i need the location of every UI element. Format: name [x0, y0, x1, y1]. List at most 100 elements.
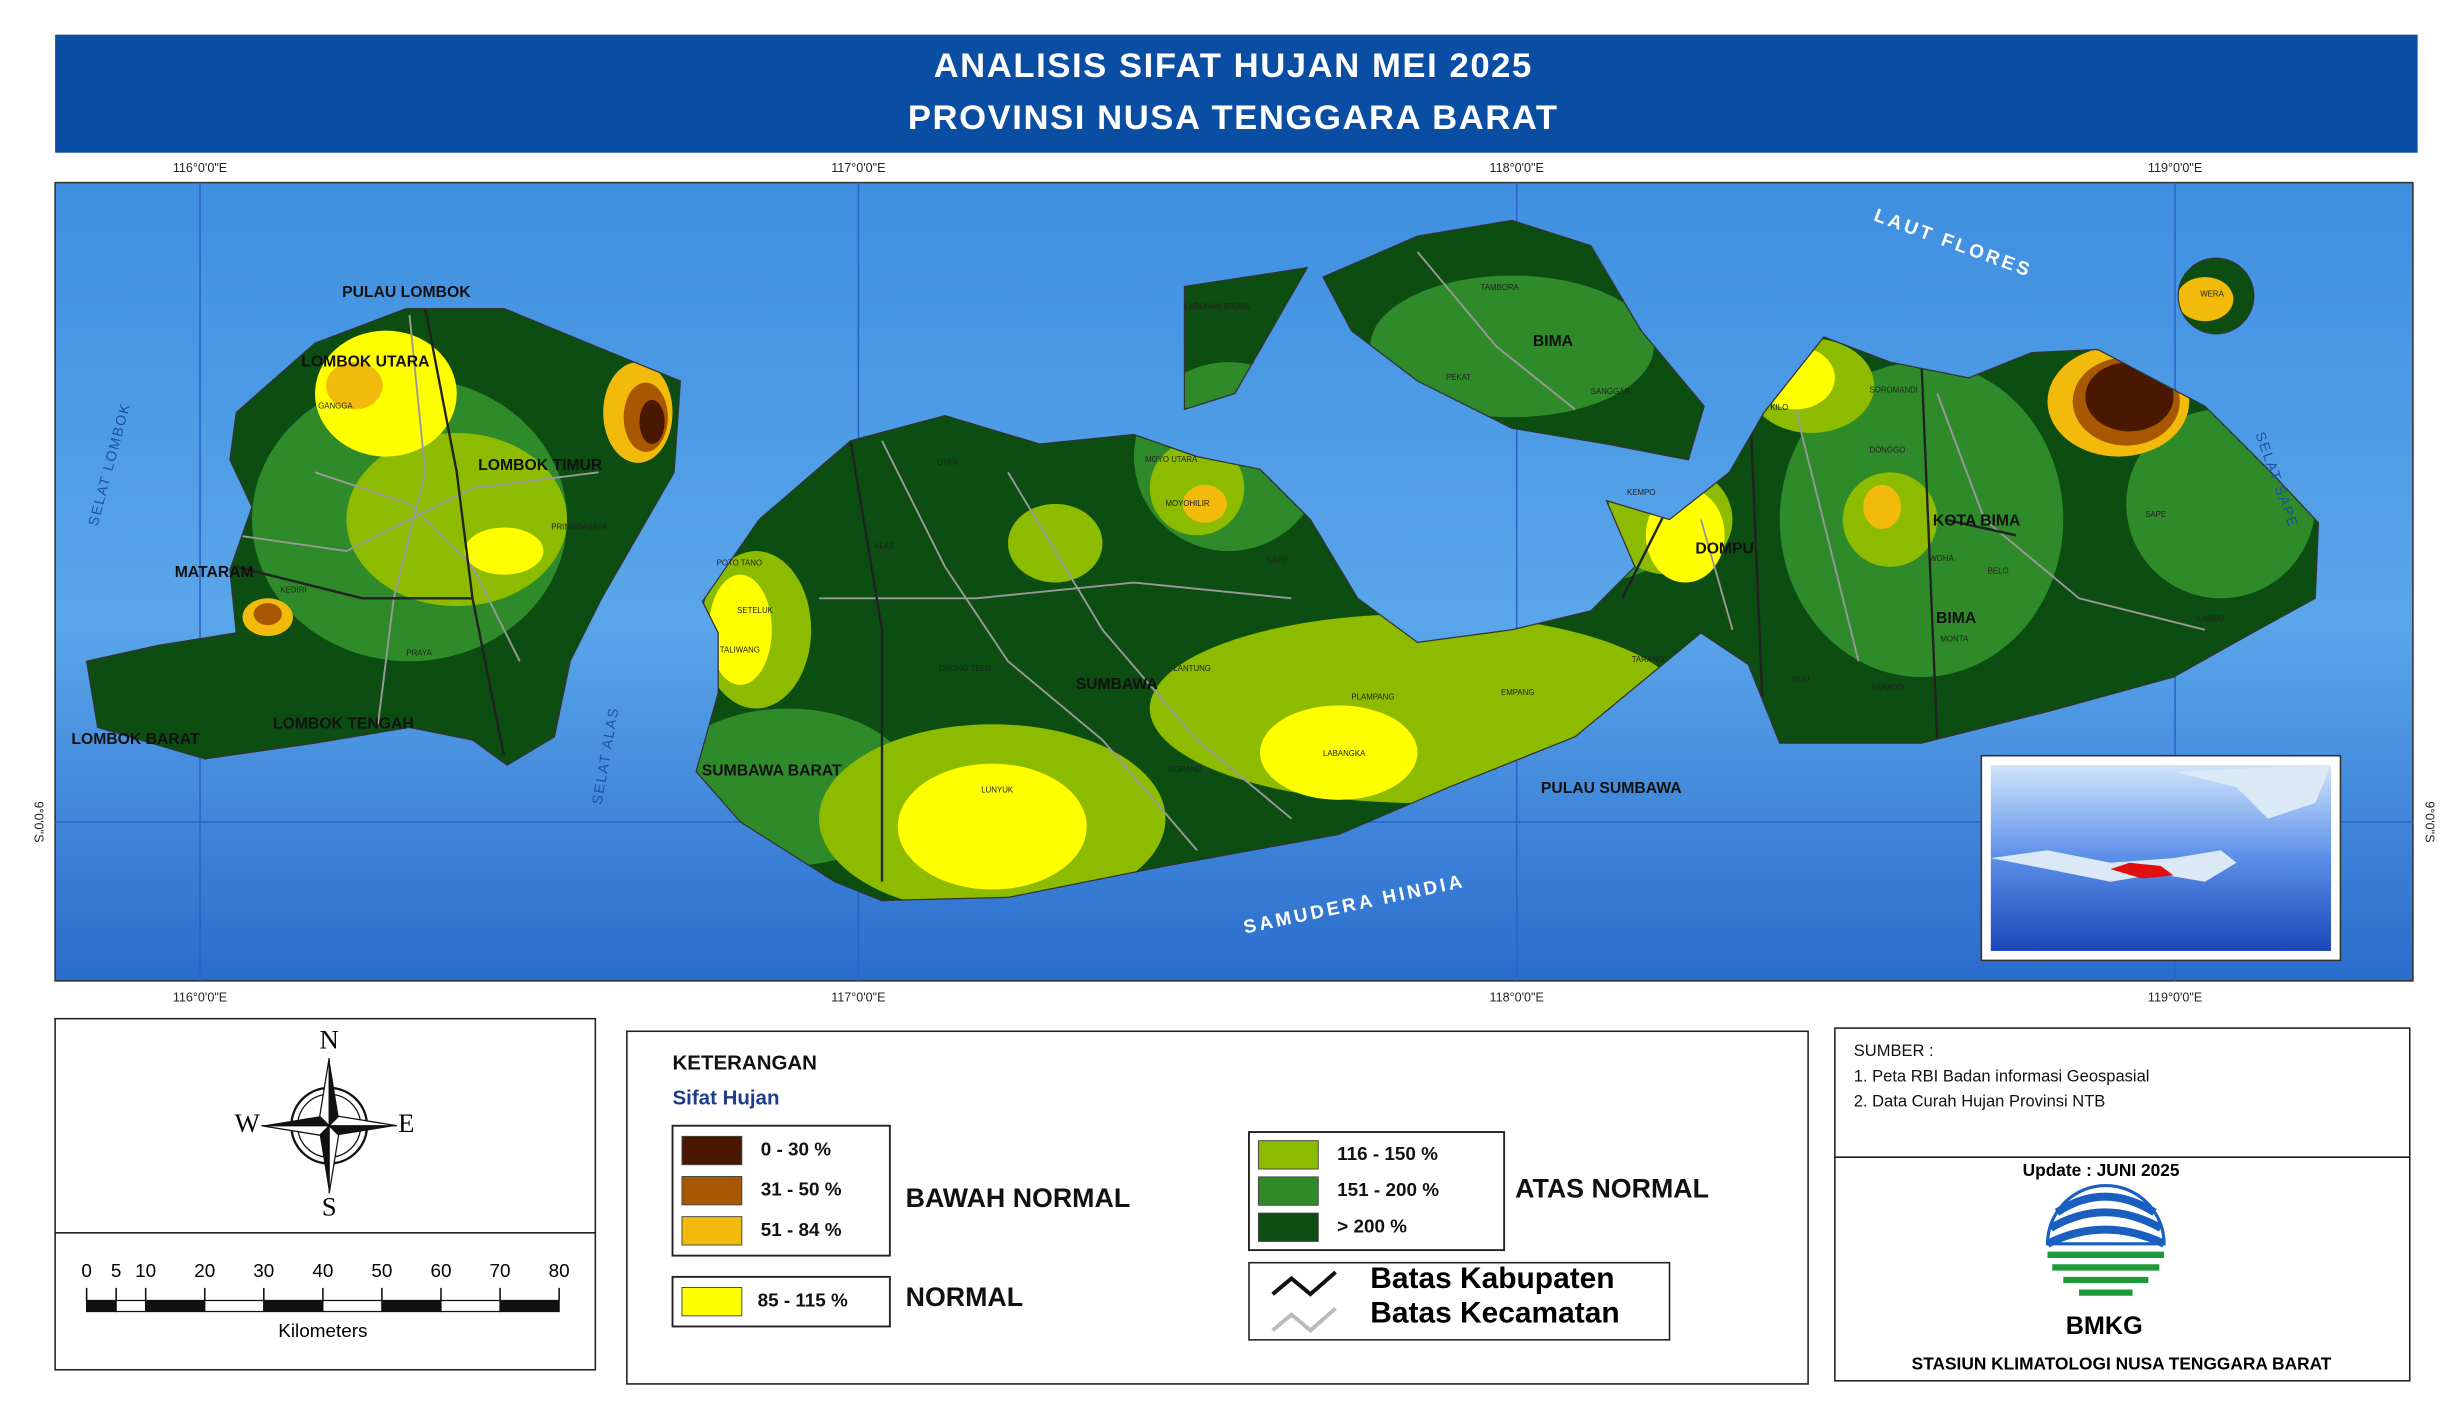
- legend-title: KETERANGAN: [673, 1052, 817, 1075]
- legend-group: NORMAL: [906, 1282, 1023, 1312]
- legend-subtitle: Sifat Hujan: [673, 1086, 780, 1109]
- place-label: LAMBU: [2197, 614, 2224, 623]
- inset-ntb: [2110, 862, 2174, 879]
- scale-label: 50: [371, 1261, 392, 1282]
- legend-label: 51 - 84 %: [761, 1220, 842, 1241]
- region-label: KOTA BIMA: [1933, 512, 2020, 529]
- place-label: DONGGO: [1870, 445, 1906, 454]
- region-label: LOMBOK BARAT: [71, 731, 200, 748]
- kecamatan-boundaries: [236, 251, 2206, 851]
- scale-segment: [322, 1299, 383, 1313]
- place-label: LABANGKA: [1323, 749, 1366, 758]
- legend-label: > 200 %: [1337, 1216, 1407, 1237]
- line-legend-box: [1248, 1261, 1671, 1341]
- scale-segment: [381, 1299, 442, 1313]
- source-item: 1. Peta RBI Badan informasi Geospasial: [1854, 1066, 2150, 1085]
- title: ANALISIS SIFAT HUJAN MEI 2025: [934, 47, 1533, 85]
- place-label: PRINGGABAYA: [551, 523, 608, 532]
- region-label: DOMPU: [1695, 541, 1754, 558]
- region-label: PULAU LOMBOK: [342, 284, 471, 301]
- legend-swatch: [1257, 1212, 1319, 1242]
- place-label: KEMPO: [1627, 488, 1655, 497]
- place-label: SOROMANDI: [1870, 386, 1918, 395]
- place-label: PARADO: [1871, 683, 1904, 692]
- longitude-label: 119°0'0"E: [2148, 991, 2202, 1005]
- east-label: E: [398, 1108, 414, 1138]
- region-label: MATARAM: [175, 564, 254, 581]
- place-label: ROPANG: [1169, 765, 1202, 774]
- line-legend-label: Batas Kecamatan: [1370, 1297, 1619, 1330]
- coastline: [85, 219, 2320, 902]
- place-label: TAMBORA: [1481, 283, 1520, 292]
- place-label: ALAS: [874, 541, 894, 550]
- place-label: WERA: [2200, 290, 2224, 299]
- legend-label: 0 - 30 %: [761, 1140, 832, 1161]
- legend-label: 151 - 200 %: [1337, 1180, 1439, 1201]
- region-label: LOMBOK UTARA: [301, 353, 429, 370]
- header-bar: [55, 34, 2418, 153]
- station-name: STASIUN KLIMATOLOGI NUSA TENGGARA BARAT: [1912, 1354, 2332, 1374]
- scale-label: 80: [549, 1261, 570, 1282]
- legend-swatch: [1257, 1140, 1319, 1170]
- place-label: SETELUK: [737, 606, 774, 615]
- scale-bar: 0 5 10 20 30 40 50 60 70 80: [81, 1261, 570, 1313]
- scale-label: 20: [194, 1261, 215, 1282]
- legend-swatch: [681, 1135, 743, 1166]
- place-label: LANTUNG: [1173, 664, 1211, 673]
- place-label: KILO: [1770, 403, 1788, 412]
- place-label: SAPE: [2145, 510, 2166, 519]
- legend-label: 31 - 50 %: [761, 1180, 842, 1201]
- legend-group: ATAS NORMAL: [1515, 1173, 1709, 1203]
- longitude-label: 118°0'0"E: [1490, 161, 1544, 175]
- zone-0-30: [639, 362, 2174, 444]
- scale-label: 70: [490, 1261, 511, 1282]
- longitude-label: 118°0'0"E: [1490, 991, 1544, 1005]
- scale-label: 10: [135, 1261, 156, 1282]
- region-label: SUMBAWA: [1076, 676, 1158, 693]
- zone-85-115: [315, 330, 1835, 890]
- place-label: HUU: [1792, 675, 1809, 684]
- scale-label: 5: [111, 1261, 122, 1282]
- place-label: PLAMPANG: [1351, 693, 1394, 702]
- kabupaten-symbol: [1271, 1270, 1337, 1297]
- longitude-label: 116°0'0"E: [173, 161, 227, 175]
- scale-segment: [145, 1299, 206, 1313]
- latitude-label: 9°0'0"S: [31, 801, 45, 842]
- scale-segment: [204, 1299, 265, 1313]
- place-label: MOYOHILIR: [1165, 499, 1209, 508]
- north-label: N: [320, 1024, 339, 1054]
- place-label: PRAYA: [406, 648, 432, 657]
- place-label: BELO: [1988, 567, 2009, 576]
- place-label: PEKAT: [1446, 373, 1471, 382]
- scale-label: 40: [312, 1261, 333, 1282]
- longitude-label: 117°0'0"E: [831, 991, 885, 1005]
- legend-classes: 0 - 30 % 31 - 50 % 51 - 84 % BAWAH NORMAL 85…: [671, 1124, 1709, 1328]
- place-label: SANGGAR: [1591, 387, 1631, 396]
- inset-land: [1990, 765, 2331, 882]
- scale-segment: [85, 1299, 117, 1313]
- region-label: LOMBOK TENGAH: [273, 715, 414, 732]
- place-label: KEDIRI: [280, 585, 306, 594]
- place-labels: LUNYUK LABANGKA PLAMPANG EMPANG KILO WER…: [280, 283, 2224, 794]
- place-label: WOHA: [1929, 554, 1954, 563]
- longitude-label: 117°0'0"E: [831, 161, 885, 175]
- place-label: MOYO UTARA: [1145, 455, 1198, 464]
- logo-text: BMKG: [2066, 1312, 2143, 1340]
- west-label: W: [235, 1108, 261, 1138]
- legend-swatch: [681, 1287, 743, 1317]
- south-label: S: [322, 1191, 337, 1221]
- region-label: SUMBAWA BARAT: [702, 763, 842, 780]
- latitude-label: 9°0'0"S: [2422, 801, 2436, 842]
- region-label: LOMBOK TIMUR: [478, 457, 603, 474]
- place-label: GANGGA: [318, 401, 353, 410]
- place-label: LAPE: [1268, 556, 1288, 565]
- region-label: BIMA: [1936, 610, 1976, 627]
- source-item: 2. Data Curah Hujan Provinsi NTB: [1854, 1091, 2106, 1110]
- longitude-label: 116°0'0"E: [173, 991, 227, 1005]
- scale-segment: [440, 1299, 501, 1313]
- place-label: TARANO: [1632, 655, 1664, 664]
- bmkg-logo: [2045, 1184, 2166, 1296]
- legend-label: 85 - 115 %: [758, 1291, 848, 1312]
- subtitle: PROVINSI NUSA TENGGARA BARAT: [908, 99, 1559, 137]
